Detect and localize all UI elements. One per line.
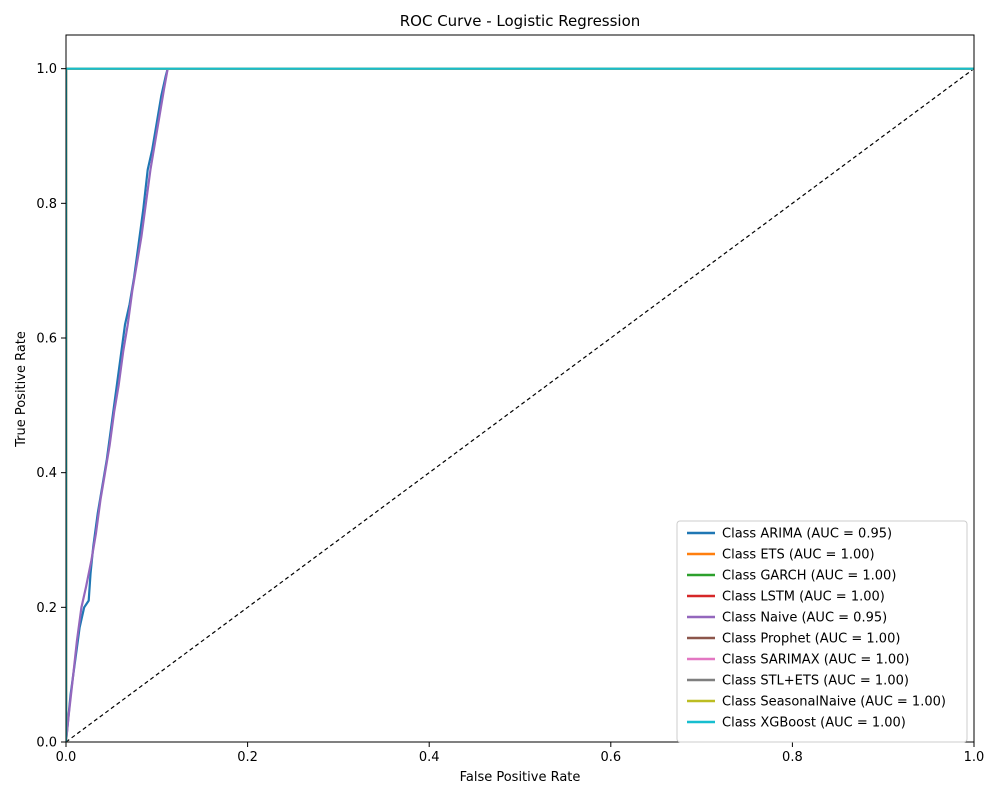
y-tick-label: 0.2 <box>36 601 57 616</box>
legend-label: Class GARCH (AUC = 1.00) <box>722 569 896 584</box>
legend-label: Class Prophet (AUC = 1.00) <box>722 632 900 647</box>
legend-label: Class ETS (AUC = 1.00) <box>722 548 875 563</box>
y-axis: 0.0 0.2 0.4 0.6 0.8 1.0 <box>36 62 66 751</box>
x-tick-label: 0.4 <box>419 750 440 765</box>
y-tick-label: 0.8 <box>36 197 57 212</box>
y-tick-label: 0.0 <box>36 736 57 751</box>
x-tick-label: 0.6 <box>600 750 621 765</box>
x-tick-label: 0.8 <box>782 750 803 765</box>
x-tick-label: 0.2 <box>237 750 258 765</box>
legend: Class ARIMA (AUC = 0.95) Class ETS (AUC =… <box>676 520 968 743</box>
y-tick-label: 1.0 <box>36 62 57 77</box>
plot-frame <box>65 34 975 743</box>
legend-label: Class SeasonalNaive (AUC = 1.00) <box>722 695 946 710</box>
x-tick-label: 0.0 <box>56 750 77 765</box>
legend-label: Class STL+ETS (AUC = 1.00) <box>722 674 909 689</box>
legend-label: Class LSTM (AUC = 1.00) <box>722 590 885 605</box>
roc-series-line-9 <box>66 67 974 742</box>
legend-label: Class SARIMAX (AUC = 1.00) <box>722 653 909 668</box>
legend-box <box>676 520 968 743</box>
series-layer <box>66 67 974 743</box>
x-axis: 0.0 0.2 0.4 0.6 0.8 1.0 <box>56 742 985 765</box>
legend-label: Class Naive (AUC = 0.95) <box>722 611 887 626</box>
y-tick-label: 0.4 <box>36 466 57 481</box>
chart-title: ROC Curve - Logistic Regression <box>400 12 641 30</box>
y-axis-label: True Positive Rate <box>14 331 29 448</box>
y-tick-label: 0.6 <box>36 332 57 347</box>
x-tick-label: 1.0 <box>964 750 985 765</box>
legend-label: Class XGBoost (AUC = 1.00) <box>722 716 906 731</box>
x-axis-label: False Positive Rate <box>460 770 581 785</box>
legend-label: Class ARIMA (AUC = 0.95) <box>722 527 892 542</box>
